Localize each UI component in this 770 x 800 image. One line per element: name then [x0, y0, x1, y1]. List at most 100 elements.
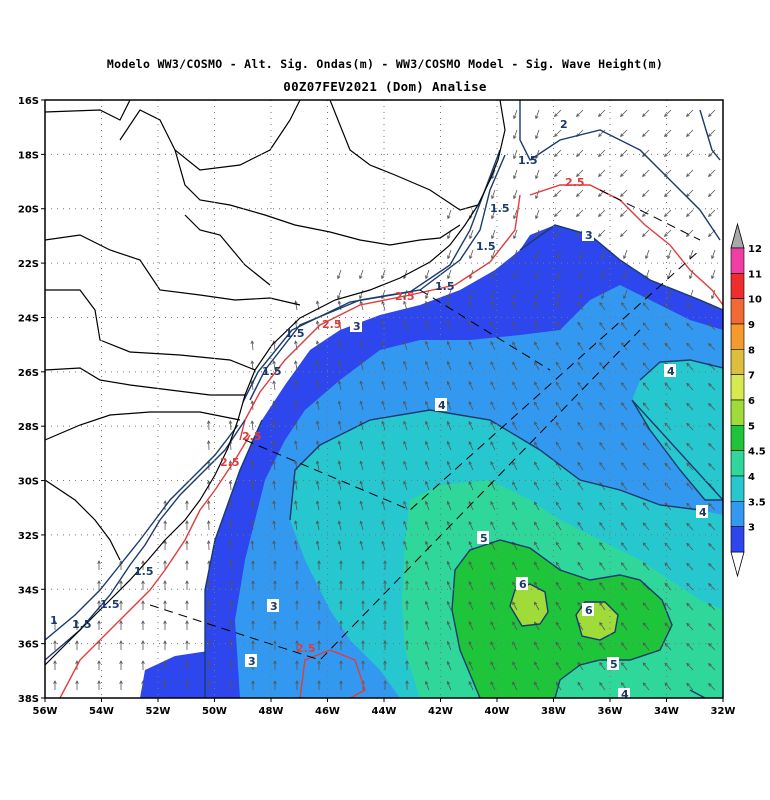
- direction-arrow-head: [75, 640, 79, 644]
- direction-arrow: [512, 361, 518, 371]
- direction-arrow-head: [425, 620, 429, 625]
- direction-arrow-head: [447, 275, 451, 280]
- direction-arrow: [403, 521, 408, 531]
- direction-arrow-head: [295, 620, 299, 624]
- direction-arrow-head: [686, 662, 690, 667]
- direction-arrow: [598, 109, 606, 117]
- direction-arrow-head: [667, 255, 671, 260]
- direction-arrow-head: [686, 562, 690, 567]
- direction-arrow: [621, 522, 628, 531]
- direction-arrow: [425, 661, 430, 671]
- direction-arrow: [621, 542, 628, 551]
- direction-arrow-head: [491, 275, 495, 280]
- state-border-2: [119, 100, 301, 171]
- direction-arrow-head: [555, 501, 560, 506]
- colorbar-swatch: [730, 298, 745, 325]
- label-25-north-c: 2.5: [322, 318, 342, 331]
- direction-arrow: [273, 521, 276, 531]
- direction-arrow: [664, 342, 672, 351]
- direction-arrow-head: [228, 480, 233, 484]
- direction-arrow-head: [555, 561, 560, 566]
- direction-arrow-head: [490, 501, 494, 505]
- direction-arrow: [577, 542, 584, 551]
- map-title: Modelo WW3/COSMO - Alt. Sig. Ondas(m) - …: [106, 57, 664, 71]
- direction-arrow: [535, 249, 540, 259]
- direction-arrow-head: [686, 622, 690, 627]
- direction-arrow-head: [141, 660, 145, 664]
- direction-arrow-head: [315, 480, 320, 485]
- direction-arrow-head: [206, 520, 211, 524]
- direction-arrow-head: [425, 580, 429, 585]
- direction-arrow-head: [315, 520, 320, 525]
- colorbar: 12 11 10 9 8 7 6 5 4.5 4 3.5 3: [730, 222, 766, 578]
- direction-arrow-head: [555, 641, 560, 646]
- direction-arrow: [534, 341, 540, 351]
- direction-arrow-head: [469, 235, 473, 240]
- direction-arrow-head: [599, 661, 603, 666]
- direction-arrow-head: [491, 195, 495, 200]
- direction-arrow-head: [141, 620, 145, 624]
- direction-arrow-head: [642, 302, 647, 307]
- colorbar-top-triangle: [730, 222, 745, 249]
- direction-arrow-head: [642, 682, 647, 687]
- direction-arrow: [513, 269, 518, 279]
- direction-arrow-head: [708, 602, 712, 607]
- direction-arrow-head: [272, 380, 276, 385]
- direction-arrow: [316, 381, 320, 391]
- direction-arrow: [598, 169, 606, 177]
- direction-arrow-head: [337, 440, 342, 445]
- direction-arrow-head: [425, 320, 429, 325]
- direction-arrow-head: [468, 581, 472, 585]
- direction-arrow-head: [446, 520, 451, 525]
- direction-arrow: [360, 381, 364, 391]
- direction-arrow-head: [708, 173, 712, 177]
- direction-arrow: [468, 321, 474, 331]
- direction-arrow-head: [251, 680, 255, 684]
- direction-arrow: [447, 661, 452, 671]
- direction-arrow: [513, 149, 518, 159]
- direction-arrow-head: [207, 640, 211, 644]
- direction-arrow: [295, 521, 298, 531]
- direction-arrow: [664, 442, 672, 451]
- direction-arrow-head: [711, 275, 715, 280]
- state-border-5: [45, 289, 256, 371]
- direction-arrow: [621, 402, 628, 411]
- direction-arrow: [534, 601, 540, 611]
- direction-arrow-head: [53, 680, 57, 684]
- direction-arrow-head: [447, 255, 451, 260]
- direction-arrow-head: [185, 600, 189, 604]
- direction-arrow-head: [621, 342, 625, 346]
- lon-label: 54W: [89, 706, 114, 717]
- direction-arrow-head: [490, 361, 494, 365]
- direction-arrow-head: [490, 401, 494, 405]
- direction-arrow-head: [708, 642, 712, 647]
- direction-arrow-head: [403, 440, 407, 445]
- direction-arrow: [534, 521, 540, 531]
- direction-arrow-head: [383, 580, 387, 584]
- direction-arrow-head: [708, 322, 712, 327]
- direction-arrow: [621, 322, 628, 331]
- direction-arrow-head: [664, 233, 668, 237]
- direction-arrow-head: [359, 420, 364, 425]
- direction-arrow-head: [339, 680, 343, 684]
- direction-arrow-head: [75, 680, 79, 684]
- direction-arrow-head: [405, 660, 409, 664]
- direction-arrow-head: [621, 482, 625, 486]
- direction-arrow: [381, 541, 386, 551]
- direction-arrow-head: [315, 500, 320, 505]
- direction-arrow: [534, 661, 540, 671]
- direction-arrow-head: [513, 195, 517, 200]
- direction-arrow: [686, 423, 694, 431]
- lat-label: 34S: [18, 585, 39, 596]
- direction-arrow-head: [642, 193, 646, 197]
- direction-arrow-head: [642, 113, 646, 117]
- direction-arrow: [447, 581, 452, 591]
- direction-arrow-head: [621, 322, 625, 326]
- direction-arrow: [598, 229, 606, 237]
- direction-arrow: [555, 542, 562, 551]
- direction-arrow-head: [337, 380, 342, 385]
- direction-arrow-head: [708, 502, 712, 507]
- direction-arrow-head: [576, 213, 580, 217]
- direction-arrow: [686, 129, 694, 137]
- direction-arrow: [468, 481, 474, 491]
